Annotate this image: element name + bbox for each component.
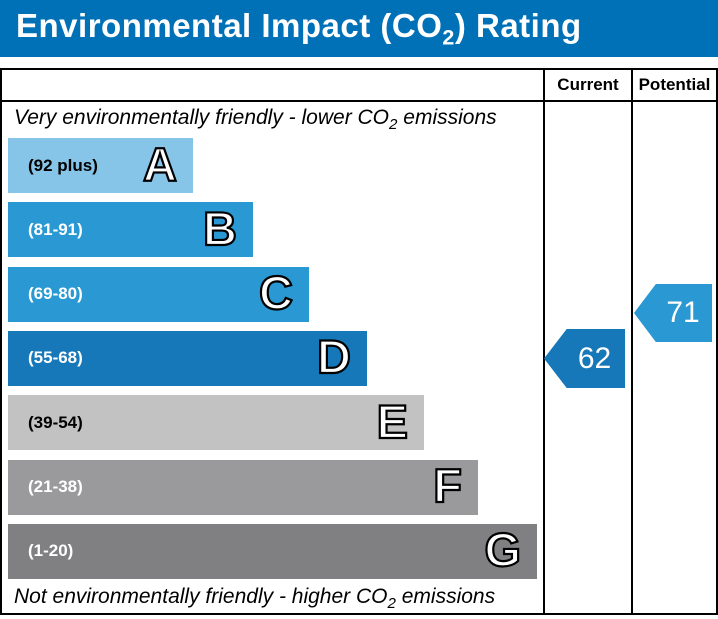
band-C: (69-80) C: [8, 266, 309, 322]
column-divider-potential: [631, 70, 633, 613]
band-letter: A: [142, 137, 178, 191]
band-range-label: (39-54): [28, 412, 83, 432]
band-range-label: (69-80): [28, 284, 83, 304]
band-letter: D: [316, 330, 352, 384]
band-A: (92 plus) A: [8, 138, 193, 193]
current-column-header: Current: [557, 75, 619, 94]
chart-title-subscript: 2: [442, 25, 455, 50]
band-letter: F: [432, 459, 463, 513]
potential-rating-marker: 71: [634, 284, 712, 342]
band-range-label: (81-91): [28, 219, 83, 239]
current-rating-marker: 62: [544, 329, 625, 388]
potential-rating-value: 71: [666, 296, 700, 329]
rating-table: Current Potential Very environmentally f…: [0, 68, 718, 615]
chart-title: Environmental Impact (CO2) Rating: [16, 6, 582, 50]
band-D: (55-68) D: [8, 330, 367, 386]
rating-table-inner: Current Potential Very environmentally f…: [2, 70, 716, 613]
band-B: (81-91) B: [8, 201, 253, 258]
bottom-annotation: Not environmentally friendly - higher CO…: [14, 585, 496, 613]
band-F: (21-38) F: [8, 459, 478, 515]
band-letter: C: [258, 266, 294, 320]
band-range-label: (21-38): [28, 477, 83, 496]
current-rating-value: 62: [577, 341, 612, 375]
column-divider-current: [543, 70, 545, 613]
top-annotation: Very environmentally friendly - lower CO…: [14, 106, 497, 134]
header-row-divider: [2, 100, 716, 102]
band-G: (1-20) G: [8, 523, 537, 579]
band-letter: B: [202, 201, 238, 255]
chart-title-bar: Environmental Impact (CO2) Rating: [0, 0, 718, 57]
band-range-label: (55-68): [28, 348, 83, 368]
potential-column-header: Potential: [638, 75, 711, 94]
band-E: (39-54) E: [8, 394, 424, 451]
band-range-label: (1-20): [28, 541, 74, 561]
band-letter: G: [483, 523, 522, 577]
band-letter: E: [376, 394, 410, 448]
band-range-label: (92 plus): [28, 155, 98, 175]
